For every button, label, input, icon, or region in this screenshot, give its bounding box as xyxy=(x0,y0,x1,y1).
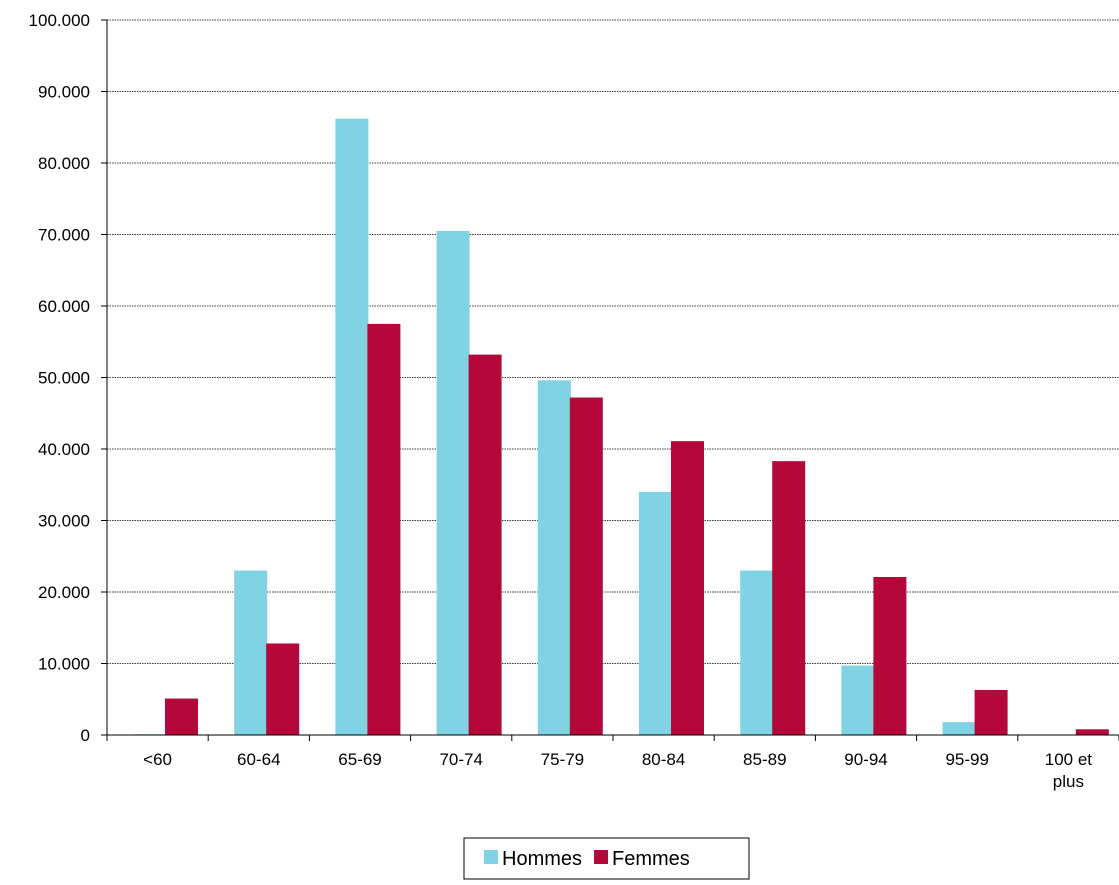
y-tick-label: 30.000 xyxy=(38,512,90,531)
y-tick-label: 0 xyxy=(81,726,90,745)
bar-femmes xyxy=(772,461,805,735)
bar-hommes xyxy=(335,119,368,735)
legend-swatch-femmes xyxy=(594,850,608,864)
bar-femmes xyxy=(1076,729,1109,735)
y-tick-label: 40.000 xyxy=(38,440,90,459)
x-tick-label: 80-84 xyxy=(642,750,685,769)
x-tick-label: 85-89 xyxy=(743,750,786,769)
x-tick-label: 95-99 xyxy=(945,750,988,769)
bar-hommes xyxy=(943,722,976,735)
gridlines xyxy=(107,20,1119,664)
bar-hommes xyxy=(841,666,874,735)
x-tick-label: 70-74 xyxy=(439,750,482,769)
y-tick-label: 20.000 xyxy=(38,583,90,602)
y-tick-label: 60.000 xyxy=(38,297,90,316)
legend-label-femmes: Femmes xyxy=(612,848,690,870)
bar-hommes xyxy=(740,571,773,735)
bar-femmes xyxy=(469,355,502,735)
y-tick-label: 10.000 xyxy=(38,655,90,674)
bar-hommes xyxy=(639,492,672,735)
legend: Hommes Femmes xyxy=(464,838,749,879)
x-tick-labels: <60 60-64 65-69 70-74 75-79 80-84 85-89 90-94 95… xyxy=(143,750,1092,791)
legend-swatch-hommes xyxy=(484,850,498,864)
x-tick-label: 60-64 xyxy=(237,750,280,769)
bar-femmes xyxy=(367,324,400,735)
bar-femmes xyxy=(266,643,299,735)
x-tick-label: <60 xyxy=(143,750,172,769)
bar-femmes xyxy=(975,690,1008,735)
y-tick-label: 80.000 xyxy=(38,154,90,173)
x-tick-label: 65-69 xyxy=(338,750,381,769)
y-tick-label: 90.000 xyxy=(38,83,90,102)
y-tick-label: 70.000 xyxy=(38,226,90,245)
bar-femmes xyxy=(873,577,906,735)
y-tick-label: 100.000 xyxy=(29,11,90,30)
bars xyxy=(133,119,1109,735)
bar-hommes xyxy=(234,571,267,735)
bar-femmes xyxy=(165,699,198,735)
bar-hommes xyxy=(437,231,470,735)
bar-hommes xyxy=(538,380,571,735)
legend-label-hommes: Hommes xyxy=(502,848,582,870)
x-tick-label: 75-79 xyxy=(541,750,584,769)
x-tick-label: 90-94 xyxy=(844,750,887,769)
y-tick-label: 50.000 xyxy=(38,369,90,388)
y-tick-labels: 0 10.000 20.000 30.000 40.000 50.000 60.000 70.… xyxy=(29,11,90,745)
bar-femmes xyxy=(671,441,704,735)
bar-femmes xyxy=(570,398,603,735)
